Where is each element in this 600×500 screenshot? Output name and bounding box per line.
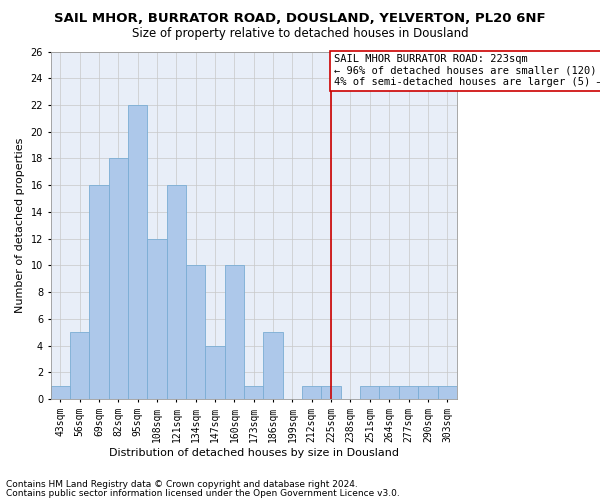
Y-axis label: Number of detached properties: Number of detached properties: [15, 138, 25, 313]
X-axis label: Distribution of detached houses by size in Dousland: Distribution of detached houses by size …: [109, 448, 399, 458]
Bar: [263, 332, 283, 399]
Text: Size of property relative to detached houses in Dousland: Size of property relative to detached ho…: [131, 28, 469, 40]
Bar: [128, 105, 148, 399]
Bar: [244, 386, 263, 399]
Bar: [186, 266, 205, 399]
Text: Contains HM Land Registry data © Crown copyright and database right 2024.: Contains HM Land Registry data © Crown c…: [6, 480, 358, 489]
Bar: [205, 346, 225, 399]
Bar: [225, 266, 244, 399]
Bar: [109, 158, 128, 399]
Bar: [360, 386, 379, 399]
Bar: [70, 332, 89, 399]
Text: Contains public sector information licensed under the Open Government Licence v3: Contains public sector information licen…: [6, 489, 400, 498]
Bar: [50, 386, 70, 399]
Bar: [302, 386, 322, 399]
Text: SAIL MHOR, BURRATOR ROAD, DOUSLAND, YELVERTON, PL20 6NF: SAIL MHOR, BURRATOR ROAD, DOUSLAND, YELV…: [54, 12, 546, 26]
Bar: [89, 185, 109, 399]
Bar: [437, 386, 457, 399]
Bar: [167, 185, 186, 399]
Bar: [399, 386, 418, 399]
Bar: [322, 386, 341, 399]
Text: SAIL MHOR BURRATOR ROAD: 223sqm
← 96% of detached houses are smaller (120)
4% of: SAIL MHOR BURRATOR ROAD: 223sqm ← 96% of…: [334, 54, 600, 88]
Bar: [379, 386, 399, 399]
Bar: [418, 386, 437, 399]
Bar: [148, 238, 167, 399]
